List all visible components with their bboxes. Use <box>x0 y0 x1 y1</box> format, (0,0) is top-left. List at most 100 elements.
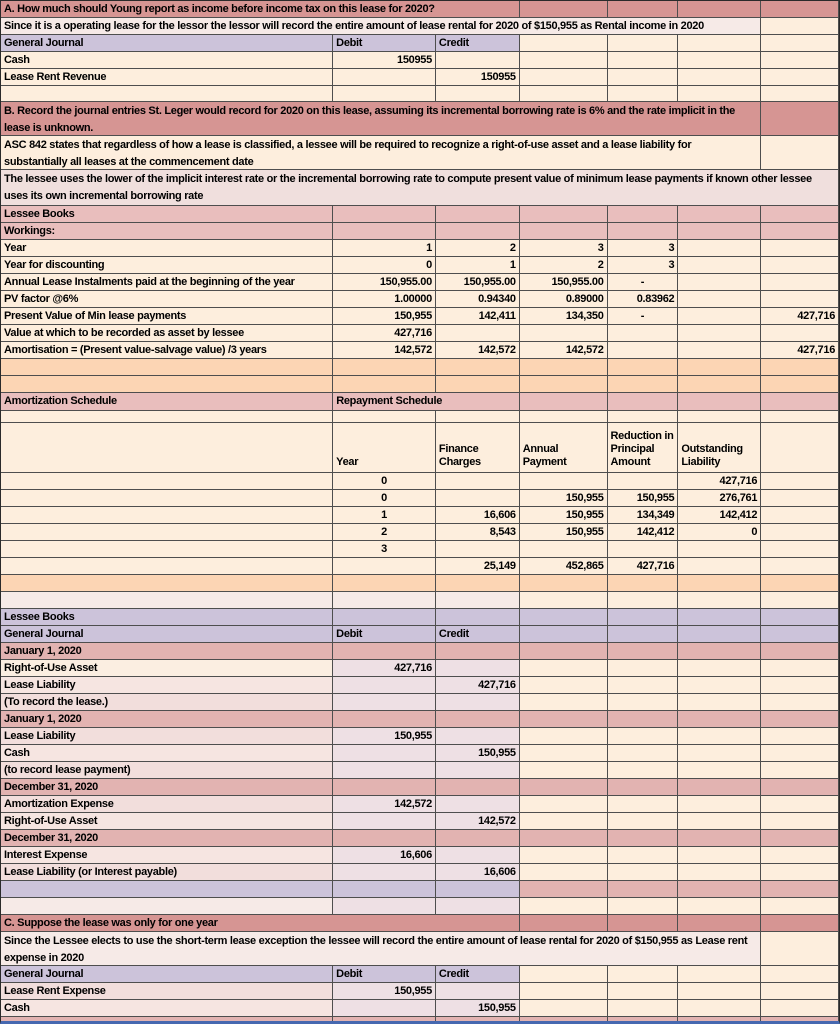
cell-r49c6[interactable] <box>678 898 762 915</box>
cell-r44c3[interactable]: 142,572 <box>435 813 520 830</box>
cell-r41c7[interactable] <box>761 762 839 779</box>
cell-r28c2[interactable]: 3 <box>333 541 436 558</box>
cell-r19c3[interactable] <box>435 359 520 376</box>
cell-r36c4[interactable] <box>519 677 608 694</box>
cell-r55c6[interactable] <box>678 1017 762 1021</box>
cell-r46c1[interactable]: Interest Expense <box>1 847 334 864</box>
cell-r19c1[interactable] <box>1 359 334 376</box>
memo-record-lease[interactable]: (To record the lease.) <box>1 694 334 711</box>
cell-r40c6[interactable] <box>678 745 762 762</box>
schedule-total-finance[interactable]: 25,149 <box>435 558 520 575</box>
cell-r32c5[interactable] <box>607 609 679 626</box>
cell-r33c4[interactable] <box>519 626 608 643</box>
cell-r3c7[interactable] <box>761 35 839 52</box>
cell-r24c2[interactable]: 0 <box>333 473 436 490</box>
cell-r38c3[interactable] <box>435 711 520 728</box>
cell-r27c1[interactable] <box>1 524 334 541</box>
cell-r54c6[interactable] <box>678 1000 762 1017</box>
cell-r30c1[interactable] <box>1 575 334 592</box>
cell-r17c6[interactable] <box>678 325 762 342</box>
cell-r4c6[interactable] <box>678 52 762 69</box>
cell-r37c3[interactable] <box>435 694 520 711</box>
cell-r37c6[interactable] <box>678 694 762 711</box>
cell-r40c7[interactable] <box>761 745 839 762</box>
schedule-col-finance[interactable]: Finance Charges <box>435 423 520 473</box>
cell-r39c4[interactable] <box>519 728 608 745</box>
cell-r35c5[interactable] <box>607 660 679 677</box>
cell-r50c6[interactable] <box>678 915 762 932</box>
cell-r44c5[interactable] <box>607 813 679 830</box>
cell-r36c5[interactable] <box>607 677 679 694</box>
cell-r16c5[interactable]: - <box>607 308 679 325</box>
cell-r10c5[interactable] <box>607 206 679 223</box>
cell-r49c7[interactable] <box>761 898 839 915</box>
cell-r52c6[interactable] <box>678 966 762 983</box>
cell-r33c6[interactable] <box>678 626 762 643</box>
cell-r32c2[interactable] <box>333 609 436 626</box>
cell-r31c2[interactable] <box>333 592 436 609</box>
cell-r28c7[interactable] <box>761 541 839 558</box>
cell-r37c7[interactable] <box>761 694 839 711</box>
journal1-credit-header[interactable]: Credit <box>435 35 520 52</box>
cell-r6c7[interactable] <box>761 86 839 102</box>
cell-r54c3[interactable]: 150,955 <box>435 1000 520 1017</box>
cell-r39c3[interactable] <box>435 728 520 745</box>
cell-r31c4[interactable] <box>519 592 608 609</box>
cell-r50c5[interactable] <box>607 915 679 932</box>
cell-r55c2[interactable] <box>333 1017 436 1021</box>
cell-r38c5[interactable] <box>607 711 679 728</box>
cell-r28c5[interactable] <box>607 541 679 558</box>
cell-r11c7[interactable] <box>761 223 839 240</box>
cell-r19c7[interactable] <box>761 359 839 376</box>
cell-r55c7[interactable] <box>761 1017 839 1021</box>
cell-r55c4[interactable] <box>519 1017 608 1021</box>
cell-r36c7[interactable] <box>761 677 839 694</box>
workings-discount-label[interactable]: Year for discounting <box>1 257 334 274</box>
cell-r14c5[interactable]: - <box>607 274 679 291</box>
memo-lease-payment[interactable]: (to record lease payment) <box>1 762 334 779</box>
cell-r21c6[interactable] <box>678 393 762 411</box>
cell-r51c7[interactable] <box>761 932 839 966</box>
cell-r45c7[interactable] <box>761 830 839 847</box>
cell-r33c7[interactable] <box>761 626 839 643</box>
cell-r40c5[interactable] <box>607 745 679 762</box>
cell-r50c4[interactable] <box>519 915 608 932</box>
cell-r45c3[interactable] <box>435 830 520 847</box>
cell-r53c7[interactable] <box>761 983 839 1000</box>
cell-r30c4[interactable] <box>519 575 608 592</box>
cell-r43c6[interactable] <box>678 796 762 813</box>
cell-r27c4[interactable]: 150,955 <box>519 524 608 541</box>
schedule-col-year[interactable]: Year <box>333 423 436 473</box>
cell-r34c2[interactable] <box>333 643 436 660</box>
cell-r35c1[interactable]: Right-of-Use Asset <box>1 660 334 677</box>
cell-r10c6[interactable] <box>678 206 762 223</box>
cell-r24c3[interactable] <box>435 473 520 490</box>
cell-r21c5[interactable] <box>607 393 679 411</box>
cell-r8c7[interactable] <box>761 136 839 170</box>
cell-r10c3[interactable] <box>435 206 520 223</box>
schedule-total-reduction[interactable]: 427,716 <box>607 558 679 575</box>
cell-r24c1[interactable] <box>1 473 334 490</box>
cell-r43c7[interactable] <box>761 796 839 813</box>
cell-r55c5[interactable] <box>607 1017 679 1021</box>
cell-r52c7[interactable] <box>761 966 839 983</box>
entry-date-jan1-b[interactable]: January 1, 2020 <box>1 711 334 728</box>
cell-r46c3[interactable] <box>435 847 520 864</box>
cell-r16c3[interactable]: 142,411 <box>435 308 520 325</box>
cell-r53c3[interactable] <box>435 983 520 1000</box>
workings-amortisation-label[interactable]: Amortisation = (Present value-salvage va… <box>1 342 334 359</box>
cell-r13c7[interactable] <box>761 257 839 274</box>
cell-r48c1[interactable] <box>1 881 334 898</box>
cell-r17c5[interactable] <box>607 325 679 342</box>
cell-r40c4[interactable] <box>519 745 608 762</box>
lessee-books-header-2[interactable]: Lessee Books <box>1 609 334 626</box>
repayment-schedule-header[interactable]: Repayment Schedule <box>333 393 520 411</box>
cell-r25c7[interactable] <box>761 490 839 507</box>
cell-r22c5[interactable] <box>607 411 679 423</box>
cell-r25c2[interactable]: 0 <box>333 490 436 507</box>
cell-r12c3[interactable]: 2 <box>435 240 520 257</box>
cell-r13c6[interactable] <box>678 257 762 274</box>
cell-r54c2[interactable] <box>333 1000 436 1017</box>
cell-r6c4[interactable] <box>519 86 608 102</box>
cell-r13c3[interactable]: 1 <box>435 257 520 274</box>
